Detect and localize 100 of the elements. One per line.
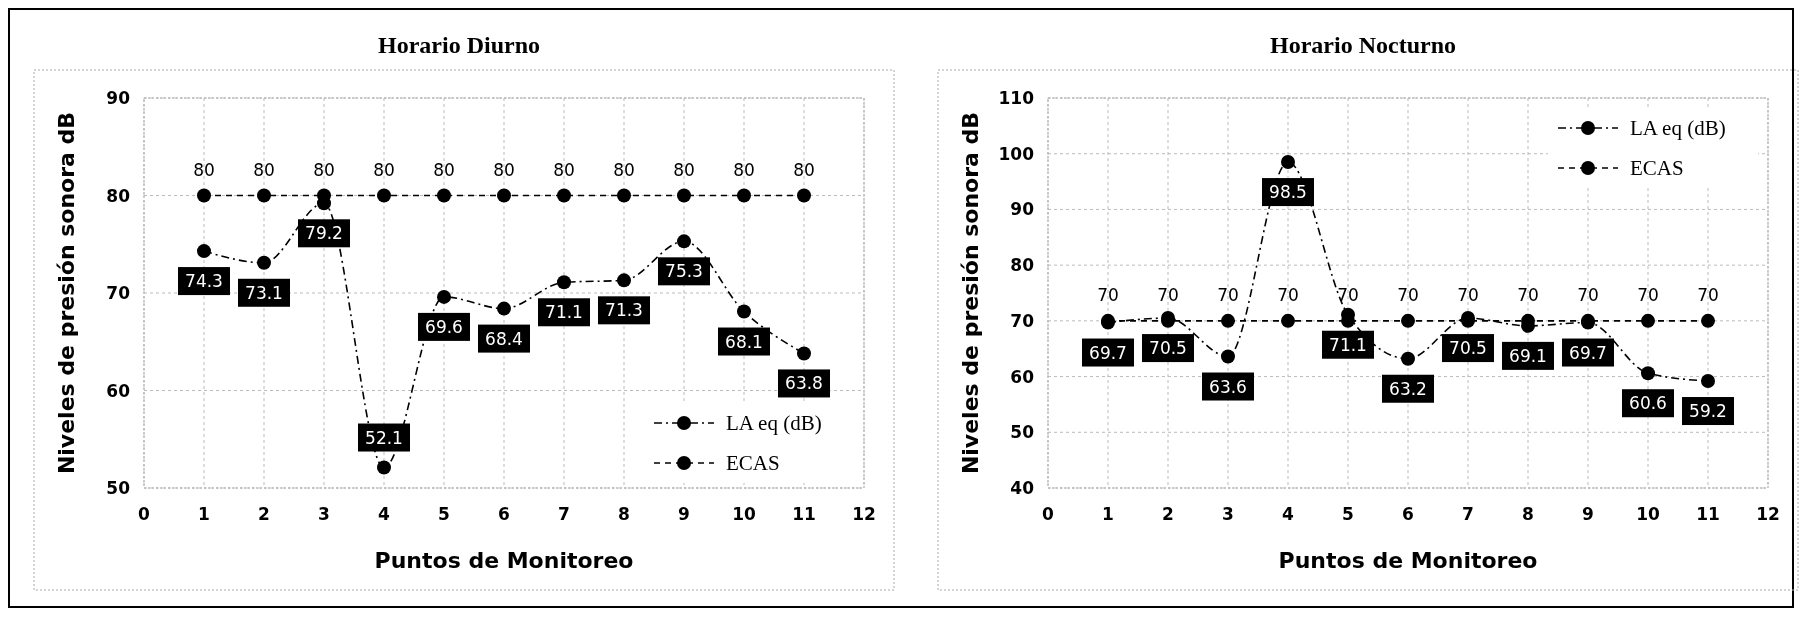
data-label: 98.5 [1269, 182, 1307, 203]
legend-label: ECAS [1630, 156, 1684, 180]
x-tick-label: 2 [1162, 504, 1174, 524]
x-tick-label: 5 [1342, 504, 1354, 524]
x-tick-label: 11 [1696, 504, 1720, 524]
y-tick-label: 100 [998, 143, 1035, 164]
y-tick-label: 80 [1010, 255, 1035, 276]
x-tick-label: 3 [318, 504, 330, 524]
point [1281, 313, 1295, 328]
y-tick-label: 50 [106, 478, 131, 498]
data-label: 71.1 [1329, 334, 1367, 355]
x-tick-label: 1 [198, 504, 210, 524]
data-label: 74.3 [185, 271, 223, 292]
data-label: 70 [1577, 284, 1599, 305]
y-tick-label: 80 [106, 185, 131, 206]
data-label: 79.2 [305, 223, 343, 244]
data-label: 70 [1277, 284, 1299, 305]
point [1641, 313, 1655, 328]
data-label: 60.6 [1629, 393, 1667, 414]
x-tick-label: 12 [852, 504, 876, 524]
data-label: 80 [253, 159, 275, 180]
data-label: 69.7 [1089, 342, 1127, 363]
data-label: 80 [313, 159, 335, 180]
point [1641, 366, 1655, 381]
x-tick-label: 6 [498, 504, 510, 524]
data-label: 70 [1157, 284, 1179, 305]
point [557, 188, 571, 203]
point [437, 289, 451, 304]
point [1401, 313, 1415, 328]
point [737, 188, 751, 203]
y-tick-label: 50 [1010, 422, 1035, 443]
data-label: 70 [1697, 284, 1719, 305]
y-axis-title: Niveles de presión sonora dB [54, 111, 79, 475]
data-label: 70 [1457, 284, 1479, 305]
data-label: 70 [1217, 284, 1239, 305]
x-tick-label: 9 [678, 504, 690, 524]
data-label: 70 [1517, 284, 1539, 305]
point [1281, 155, 1295, 170]
data-label: 80 [733, 159, 755, 180]
data-label: 63.6 [1209, 376, 1247, 397]
y-tick-label: 70 [1010, 310, 1035, 331]
data-label: 70 [1337, 284, 1359, 305]
x-tick-label: 12 [1756, 504, 1780, 524]
point [677, 188, 691, 203]
y-tick-label: 60 [106, 380, 131, 401]
x-tick-label: 11 [792, 504, 816, 524]
point [437, 188, 451, 203]
y-tick-label: 70 [106, 283, 131, 303]
x-axis-title: Puntos de Monitoreo [374, 548, 634, 573]
data-label: 71.3 [605, 300, 643, 321]
data-label: 80 [613, 159, 635, 180]
y-tick-label: 110 [998, 88, 1035, 108]
point [497, 188, 511, 203]
legend-label: LA eq (dB) [726, 411, 822, 435]
data-label: 80 [373, 159, 395, 180]
x-tick-label: 5 [438, 504, 450, 524]
data-label: 71.1 [545, 302, 583, 323]
x-tick-label: 0 [1042, 504, 1055, 524]
point [377, 460, 391, 475]
data-label: 63.2 [1389, 378, 1427, 399]
point [1221, 313, 1235, 328]
y-tick-label: 40 [1010, 478, 1035, 498]
data-label: 63.8 [785, 373, 823, 394]
data-label: 80 [793, 159, 815, 180]
x-tick-label: 8 [1522, 504, 1534, 524]
point [557, 275, 571, 290]
chart-title: Horario Nocturno [1270, 32, 1456, 58]
legend-label: LA eq (dB) [1630, 116, 1726, 140]
data-label: 73.1 [245, 282, 283, 303]
x-tick-label: 6 [1402, 504, 1414, 524]
point [1701, 313, 1715, 328]
point [497, 301, 511, 316]
data-label: 68.1 [725, 331, 763, 352]
y-tick-label: 90 [106, 88, 131, 108]
point [1221, 349, 1235, 364]
x-tick-label: 3 [1222, 504, 1234, 524]
data-label: 70.5 [1149, 338, 1187, 359]
x-tick-label: 10 [732, 504, 756, 524]
data-label: 69.7 [1569, 342, 1607, 363]
data-label: 70 [1097, 284, 1119, 305]
x-tick-label: 9 [1582, 504, 1594, 524]
point [197, 188, 211, 203]
point [1701, 374, 1715, 389]
data-label: 80 [553, 159, 575, 180]
y-tick-label: 90 [1010, 199, 1035, 220]
point [257, 255, 271, 270]
x-tick-label: 10 [1636, 504, 1660, 524]
data-label: 80 [673, 159, 695, 180]
x-tick-label: 4 [1282, 504, 1295, 524]
point [737, 304, 751, 319]
data-label: 69.1 [1509, 345, 1547, 366]
x-tick-label: 1 [1102, 504, 1114, 524]
point [377, 188, 391, 203]
x-axis-title: Puntos de Monitoreo [1278, 548, 1538, 573]
point [1401, 351, 1415, 366]
legend-label: ECAS [726, 451, 780, 475]
x-tick-label: 0 [138, 504, 151, 524]
data-label: 68.4 [485, 328, 523, 349]
data-label: 52.1 [365, 427, 403, 448]
data-label: 69.6 [425, 316, 463, 337]
